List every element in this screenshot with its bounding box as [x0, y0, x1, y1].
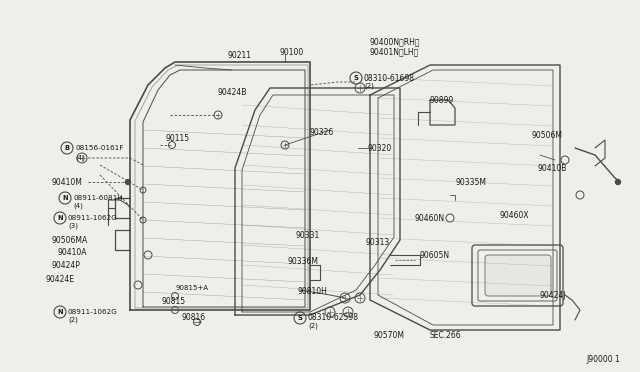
- Text: 90899: 90899: [430, 96, 454, 105]
- Text: 90816: 90816: [182, 314, 206, 323]
- Text: 90336M: 90336M: [288, 257, 319, 266]
- Text: 90410B: 90410B: [538, 164, 568, 173]
- Text: 90335M: 90335M: [455, 177, 486, 186]
- FancyBboxPatch shape: [472, 245, 563, 306]
- Text: (2): (2): [364, 83, 374, 89]
- Text: 08911-6081H: 08911-6081H: [73, 195, 123, 201]
- Text: 90810H: 90810H: [298, 288, 328, 296]
- Text: 90424J: 90424J: [540, 291, 566, 299]
- Text: 90400N〈RH〉: 90400N〈RH〉: [370, 38, 420, 46]
- Text: 90211: 90211: [228, 51, 252, 60]
- Text: 90331: 90331: [295, 231, 319, 240]
- Text: 08310-62598: 08310-62598: [308, 314, 359, 323]
- Text: (4): (4): [75, 155, 85, 161]
- FancyBboxPatch shape: [478, 250, 557, 301]
- Text: 90100: 90100: [280, 48, 304, 57]
- Text: SEC.266: SEC.266: [430, 330, 461, 340]
- FancyBboxPatch shape: [485, 255, 551, 296]
- Text: 90320: 90320: [368, 144, 392, 153]
- Text: 90401N〈LH〉: 90401N〈LH〉: [370, 48, 419, 57]
- Text: 90313: 90313: [365, 237, 389, 247]
- Text: 90605N: 90605N: [420, 250, 450, 260]
- Text: 90424P: 90424P: [52, 260, 81, 269]
- Text: (2): (2): [68, 317, 78, 323]
- Text: 90506M: 90506M: [532, 131, 563, 140]
- Text: 90410M: 90410M: [52, 177, 83, 186]
- Text: 08911-1062G: 08911-1062G: [68, 215, 118, 221]
- Text: 08310-61698: 08310-61698: [364, 74, 415, 83]
- Text: 90326: 90326: [310, 128, 334, 137]
- Text: 08156-0161F: 08156-0161F: [75, 145, 124, 151]
- Text: N: N: [62, 195, 68, 201]
- Text: 90424B: 90424B: [218, 87, 248, 96]
- Text: 90115: 90115: [165, 134, 189, 142]
- Text: (4): (4): [73, 203, 83, 209]
- Text: 90815: 90815: [162, 298, 186, 307]
- Text: S: S: [353, 75, 358, 81]
- Text: N: N: [57, 215, 63, 221]
- Text: 90424E: 90424E: [45, 276, 74, 285]
- Text: 08911-1062G: 08911-1062G: [68, 309, 118, 315]
- Text: S: S: [298, 315, 303, 321]
- Circle shape: [616, 180, 621, 185]
- Text: (2): (2): [308, 323, 318, 329]
- Text: 90460X: 90460X: [500, 211, 530, 219]
- Text: 90815+A: 90815+A: [175, 285, 208, 291]
- Text: B: B: [65, 145, 70, 151]
- Text: (3): (3): [68, 223, 78, 229]
- Text: 90410A: 90410A: [58, 247, 88, 257]
- Text: N: N: [57, 309, 63, 315]
- Text: 90570M: 90570M: [373, 330, 404, 340]
- Text: 90460N: 90460N: [415, 214, 445, 222]
- Circle shape: [125, 180, 131, 185]
- Text: 90506MA: 90506MA: [52, 235, 88, 244]
- Text: J90000 1: J90000 1: [586, 356, 620, 365]
